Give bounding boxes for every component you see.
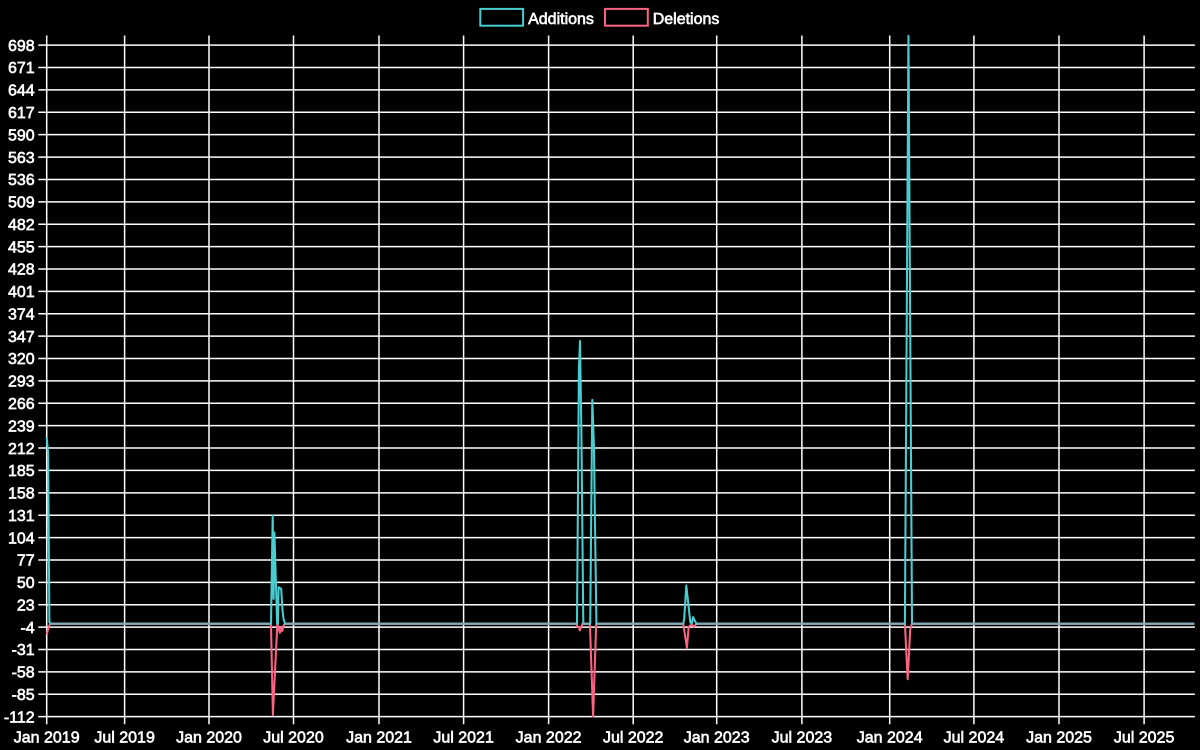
svg-text:266: 266	[8, 396, 35, 413]
svg-text:Jul 2025: Jul 2025	[1114, 730, 1175, 747]
svg-text:185: 185	[8, 463, 35, 480]
svg-text:320: 320	[8, 351, 35, 368]
svg-text:Deletions: Deletions	[653, 11, 720, 28]
svg-text:Jul 2023: Jul 2023	[772, 730, 833, 747]
svg-text:401: 401	[8, 284, 35, 301]
svg-text:347: 347	[8, 329, 35, 346]
svg-text:Jan 2021: Jan 2021	[346, 730, 412, 747]
svg-text:Jan 2025: Jan 2025	[1026, 730, 1092, 747]
svg-text:Jan 2022: Jan 2022	[516, 730, 582, 747]
svg-text:698: 698	[8, 38, 35, 55]
svg-text:-4: -4	[20, 620, 34, 637]
svg-text:374: 374	[8, 306, 35, 323]
svg-text:158: 158	[8, 486, 35, 503]
svg-text:-85: -85	[12, 687, 35, 704]
svg-text:Jan 2020: Jan 2020	[176, 730, 242, 747]
svg-text:563: 563	[8, 150, 35, 167]
svg-text:50: 50	[17, 575, 35, 592]
svg-text:617: 617	[8, 105, 35, 122]
svg-text:239: 239	[8, 418, 35, 435]
svg-text:131: 131	[8, 508, 35, 525]
svg-text:23: 23	[17, 597, 35, 614]
svg-text:536: 536	[8, 172, 35, 189]
svg-text:Jan 2024: Jan 2024	[857, 730, 923, 747]
svg-text:428: 428	[8, 262, 35, 279]
svg-text:Jan 2023: Jan 2023	[684, 730, 750, 747]
svg-text:-112: -112	[4, 709, 35, 726]
svg-text:509: 509	[8, 195, 35, 212]
svg-text:-58: -58	[12, 665, 35, 682]
svg-text:590: 590	[8, 127, 35, 144]
svg-text:482: 482	[8, 217, 35, 234]
svg-text:671: 671	[8, 60, 35, 77]
svg-text:212: 212	[8, 441, 35, 458]
svg-text:77: 77	[17, 553, 35, 570]
svg-text:Jul 2022: Jul 2022	[603, 730, 664, 747]
svg-text:644: 644	[8, 83, 35, 100]
svg-text:Jul 2024: Jul 2024	[944, 730, 1005, 747]
svg-text:Jul 2020: Jul 2020	[263, 730, 324, 747]
svg-text:Jul 2019: Jul 2019	[94, 730, 155, 747]
svg-text:Jan 2019: Jan 2019	[14, 730, 80, 747]
svg-text:455: 455	[8, 239, 35, 256]
svg-text:Additions: Additions	[528, 11, 594, 28]
svg-text:293: 293	[8, 374, 35, 391]
svg-text:-31: -31	[12, 642, 35, 659]
svg-text:Jul 2021: Jul 2021	[433, 730, 494, 747]
svg-text:104: 104	[8, 530, 35, 547]
